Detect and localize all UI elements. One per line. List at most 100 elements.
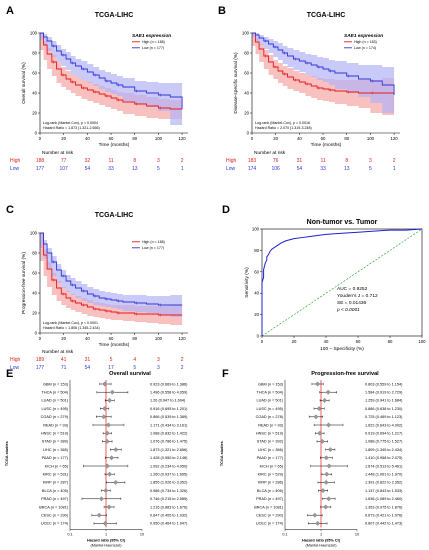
study-label: CESC (n = 290) xyxy=(256,514,284,518)
forest-title: Progression-free survival xyxy=(311,371,379,377)
y-axis-label: Progression-free survival (%) xyxy=(21,252,27,314)
study-label: LUAD (n = 501) xyxy=(257,399,284,403)
y-tick-label: 60 xyxy=(244,71,249,76)
y-axis-label: TCGA studies xyxy=(220,441,224,466)
study-label: BRCA (n = 1081) xyxy=(39,505,69,509)
hazard-ratio-point xyxy=(324,471,330,477)
ci-value-text: 1.855 (1.026 to 3.352) xyxy=(150,481,188,485)
risk-count: 3 xyxy=(157,357,160,363)
y-axis-label: Overall survival (%) xyxy=(21,62,27,104)
x-tick-label: 1 xyxy=(105,532,107,536)
ci-value-text: 0.916 (0.695 to 1.201) xyxy=(150,407,188,411)
x-tick-label: 100 xyxy=(155,336,163,341)
x-tick-label: 80 xyxy=(132,336,137,341)
x-tick-label: 100 xyxy=(367,136,375,141)
ci-value-text: 0.866 (0.539 to 1.389) xyxy=(150,415,188,419)
hazard-ratio-point xyxy=(104,463,110,469)
x-tick-label: 40 xyxy=(85,136,90,141)
survival-curve-low xyxy=(252,32,395,95)
hazard-ratio-point xyxy=(326,496,332,502)
chart-title: TCGA-LIHC xyxy=(307,12,346,19)
stat-hazard-ratio: Hazard Ratio = 1.806 (1.345-2.434) xyxy=(43,326,100,330)
panel-d-roc-curve: D Non-tumor vs. Tumor 0 20 40 60 80 100 0 20 40 60 8… xyxy=(222,204,426,352)
y-tick-label: 40 xyxy=(244,91,249,96)
x-tick-label: 20 xyxy=(292,339,297,344)
legend-entry-low: Low (n = 174) xyxy=(354,46,376,50)
panel-e-forest-overall-survival: E Overall survival GBM (n = 153) 0.923 (0.6… xyxy=(5,368,188,547)
hazard-ratio-point xyxy=(312,512,318,518)
ci-value-text: 1.353 (0.975 to 1.876) xyxy=(365,505,403,509)
ci-value-text: 1.259 (0.941 to 1.684) xyxy=(365,399,403,403)
risk-count: 106 xyxy=(272,166,281,172)
hazard-ratio-point xyxy=(326,422,331,428)
hazard-ratio-point xyxy=(102,381,108,387)
stat-hazard-ratio: Hazard Ratio = 1.873 (1.321-2.656) xyxy=(43,126,100,130)
y-tick-label: 0 xyxy=(35,331,38,336)
study-label: THCA (n = 504) xyxy=(42,391,69,395)
study-label: BLCA (n = 405) xyxy=(42,489,69,493)
legend-entry-high: High (n = 183) xyxy=(354,40,377,44)
ci-value-text: 1.088 (0.775 to 1.527) xyxy=(365,440,403,444)
y-tick-label: 60 xyxy=(254,269,259,274)
hazard-ratio-point xyxy=(325,389,331,395)
risk-count: 1 xyxy=(181,166,184,172)
x-tick-label: 0 xyxy=(39,336,42,341)
x-tick-label: 80 xyxy=(344,136,349,141)
study-label: KIRP (n = 287) xyxy=(43,481,69,485)
roc-curve xyxy=(261,228,423,336)
panel-label: C xyxy=(6,204,14,216)
ci-value-text: 1.391 (0.822 to 2.352) xyxy=(365,481,403,485)
ci-value-text: 1.088 (0.832 to 1.422) xyxy=(150,432,188,436)
ci-value-text: 1.076 (0.786 to 1.475) xyxy=(150,440,188,444)
ci-value-text: 1.622 (0.643 to 4.092) xyxy=(365,423,403,427)
panel-b-km-disease-specific-survival: B TCGA-LIHC 0 20 40 60 80 100 0 20 40 60 80 100 120 Tim… xyxy=(218,5,400,172)
y-tick-label: 80 xyxy=(244,51,249,56)
x-tick-label: 0 xyxy=(39,136,42,141)
study-label: CESC (n = 290) xyxy=(41,514,69,518)
hazard-ratio-point xyxy=(322,397,328,403)
x-tick-label: 80 xyxy=(132,136,137,141)
x-tick-label: 20 xyxy=(61,336,66,341)
risk-count: 8 xyxy=(133,158,136,164)
ci-value-text: 1.137 (0.843 to 1.533) xyxy=(365,489,403,493)
y-tick-label: 0 xyxy=(247,131,250,136)
study-label: BLCA (n = 406) xyxy=(257,489,284,493)
hazard-ratio-point xyxy=(323,504,329,510)
study-label: UCEC (n = 174) xyxy=(256,522,284,526)
legend-entry-low: Low (n = 177) xyxy=(142,46,164,50)
risk-count: 1 xyxy=(393,166,396,172)
risk-count: 41 xyxy=(61,357,67,363)
study-label: UCEC (n = 174) xyxy=(41,522,69,526)
risk-count: 5 xyxy=(133,365,136,371)
study-label: READ (n = 93) xyxy=(43,423,69,427)
hazard-ratio-point xyxy=(99,496,104,502)
stat-logrank: Log-rank (Mantel-Cox), p = 0.0016 xyxy=(255,121,310,125)
ci-value-text: 1.674 (0.513 to 5.461) xyxy=(365,464,403,468)
risk-row-label: Low xyxy=(226,166,236,172)
stat-hazard-ratio: Hazard Ratio = 2.070 (1.319-3.248) xyxy=(255,126,312,130)
study-label: HNSC (n = 519) xyxy=(41,432,69,436)
hazard-ratio-point xyxy=(323,479,329,485)
risk-row-label: High xyxy=(10,357,21,363)
risk-count: 13 xyxy=(344,166,350,172)
risk-count: 5 xyxy=(369,166,372,172)
x-tick-label: 120 xyxy=(178,136,186,141)
risk-count: 31 xyxy=(297,158,303,164)
roc-stat-annotation: Youden’s J = 0.712 xyxy=(337,293,378,299)
ci-band-low xyxy=(40,33,183,125)
ci-value-text: 1.636 (1.089 to 2.460) xyxy=(365,497,403,501)
hazard-ratio-point xyxy=(319,438,325,444)
study-label: GBM (n = 153) xyxy=(258,382,284,386)
roc-stat-annotation: AUC = 0.9252 xyxy=(337,286,368,292)
x-tick-label: 120 xyxy=(178,336,186,341)
y-tick-label: 20 xyxy=(244,111,249,116)
ci-band-low xyxy=(40,233,183,317)
y-tick-label: 60 xyxy=(32,271,37,276)
risk-table-title: Number at risk xyxy=(42,349,74,355)
y-tick-label: 20 xyxy=(32,111,37,116)
y-tick-label: 100 xyxy=(30,231,38,236)
y-tick-label: 0 xyxy=(35,131,38,136)
survival-curve-low xyxy=(40,32,183,109)
y-tick-label: 40 xyxy=(254,291,259,296)
